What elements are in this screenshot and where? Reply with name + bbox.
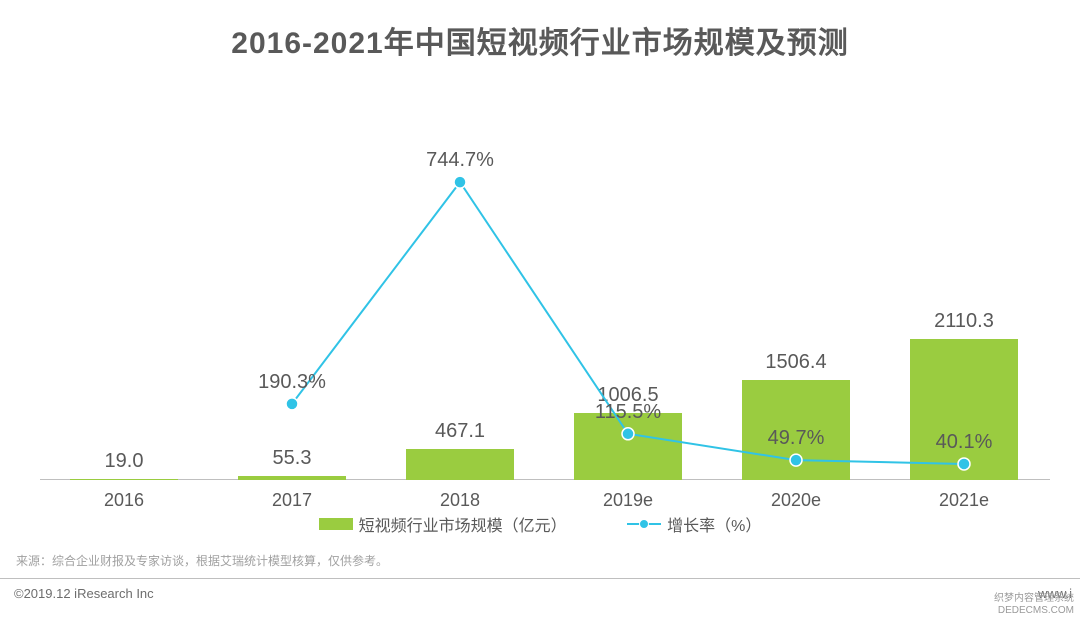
line-value-label: 49.7% (768, 427, 825, 450)
line-value-label: 40.1% (936, 431, 993, 454)
line-value-label: 190.3% (258, 371, 326, 394)
line-value-label: 115.5% (595, 401, 661, 424)
x-tick-label: 2017 (272, 490, 312, 511)
line-marker (958, 458, 970, 470)
line-marker (286, 398, 298, 410)
footer-divider (0, 578, 1080, 579)
legend-item-bar: 短视频行业市场规模（亿元） (319, 512, 567, 536)
legend-bar-swatch (319, 518, 353, 530)
x-tick-label: 2018 (440, 490, 480, 511)
line-value-label: 744.7% (426, 149, 494, 172)
line-series (40, 80, 1048, 480)
x-tick-label: 2021e (939, 490, 989, 511)
legend-line-label: 增长率（%） (667, 512, 761, 536)
legend-item-line: 增长率（%） (627, 512, 761, 536)
legend-line-swatch (627, 518, 661, 530)
source-text: 来源：综合企业财报及专家访谈，根据艾瑞统计模型核算，仅供参考。 (16, 552, 388, 569)
legend-bar-label: 短视频行业市场规模（亿元） (359, 512, 567, 536)
x-tick-label: 2019e (603, 490, 653, 511)
watermark-stamp: 织梦内容管理系统 DEDECMS.COM (994, 593, 1074, 617)
chart-area: 19.0201655.32017467.120181006.52019e1506… (40, 80, 1050, 480)
watermark-line1: 织梦内容管理系统 (994, 593, 1074, 605)
line-marker (790, 454, 802, 466)
x-tick-label: 2016 (104, 490, 144, 511)
line-marker (454, 176, 466, 188)
x-tick-label: 2020e (771, 490, 821, 511)
watermark-line2: DEDECMS.COM (994, 605, 1074, 617)
line-marker (622, 428, 634, 440)
chart-title: 2016-2021年中国短视频行业市场规模及预测 (0, 0, 1080, 62)
copyright-text: ©2019.12 iResearch Inc (14, 586, 154, 601)
plot: 19.0201655.32017467.120181006.52019e1506… (40, 80, 1050, 480)
legend: 短视频行业市场规模（亿元） 增长率（%） (0, 512, 1080, 536)
